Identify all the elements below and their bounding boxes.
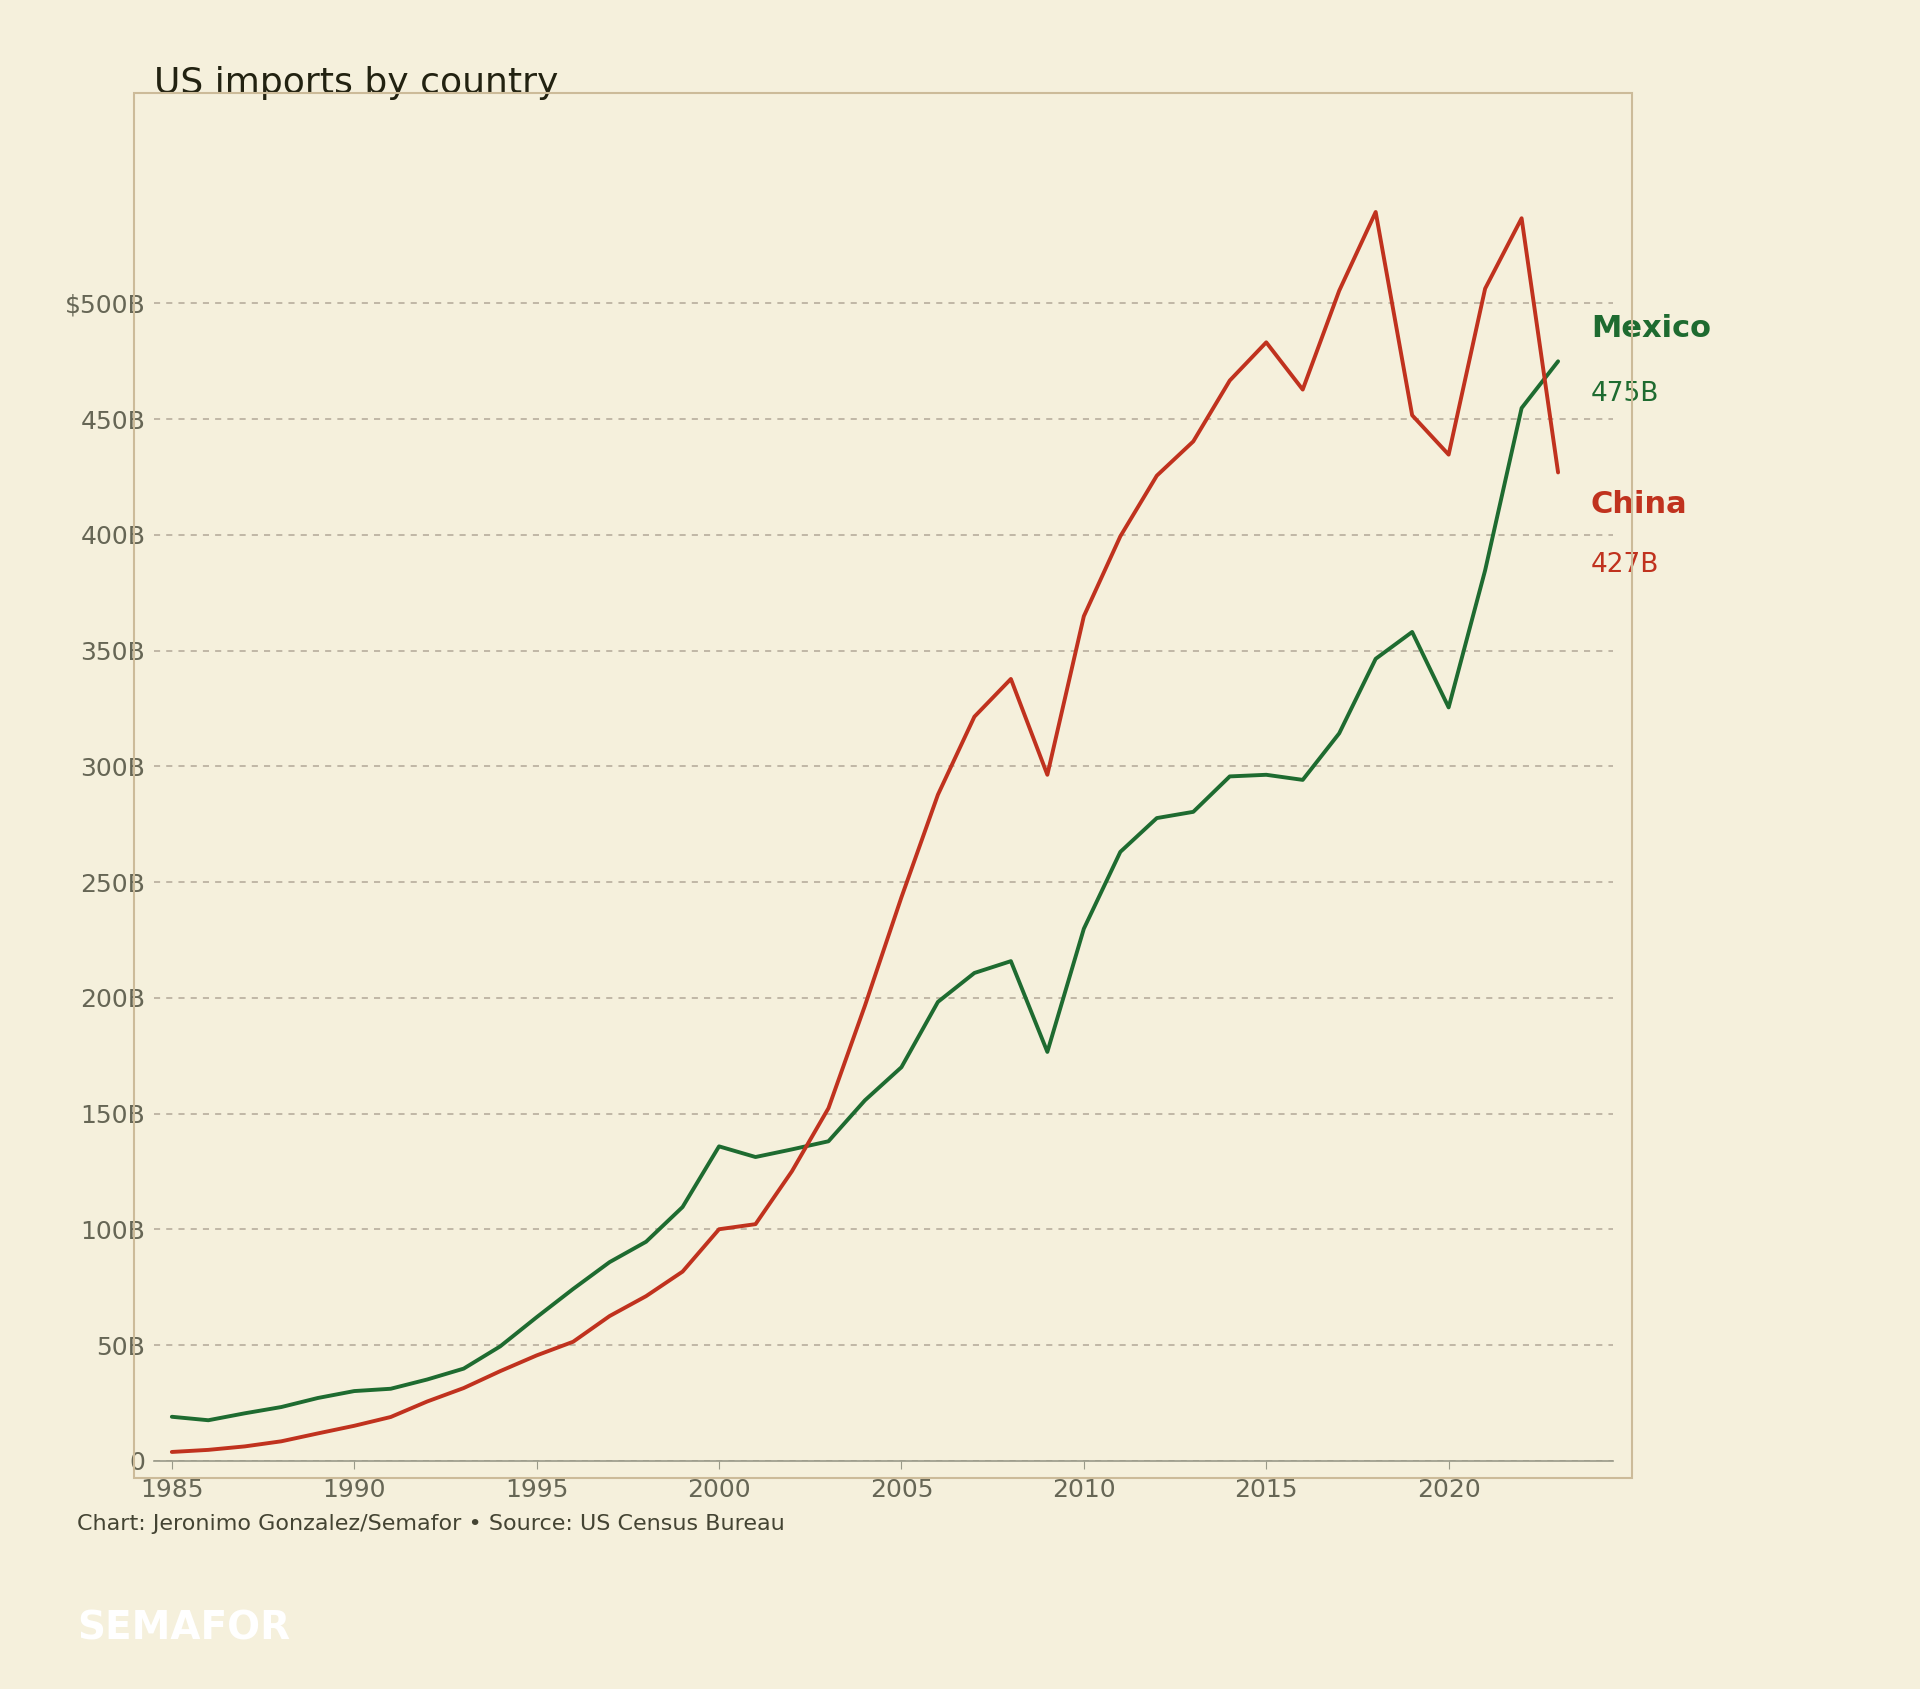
Text: SEMAFOR: SEMAFOR [77,1610,290,1647]
Text: US imports by country: US imports by country [154,66,559,100]
Text: 475B: 475B [1592,380,1659,407]
Text: China: China [1592,490,1688,519]
Text: 427B: 427B [1592,552,1659,578]
Text: Chart: Jeronimo Gonzalez/Semafor • Source: US Census Bureau: Chart: Jeronimo Gonzalez/Semafor • Sourc… [77,1515,785,1534]
Text: Mexico: Mexico [1592,314,1711,343]
